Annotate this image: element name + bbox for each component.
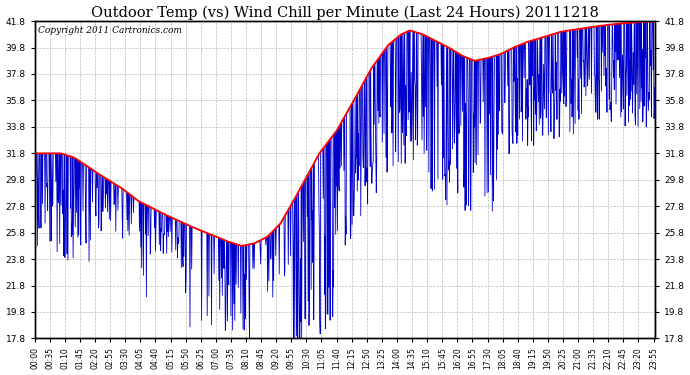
Text: Copyright 2011 Cartronics.com: Copyright 2011 Cartronics.com xyxy=(38,26,181,35)
Title: Outdoor Temp (vs) Wind Chill per Minute (Last 24 Hours) 20111218: Outdoor Temp (vs) Wind Chill per Minute … xyxy=(91,6,599,20)
